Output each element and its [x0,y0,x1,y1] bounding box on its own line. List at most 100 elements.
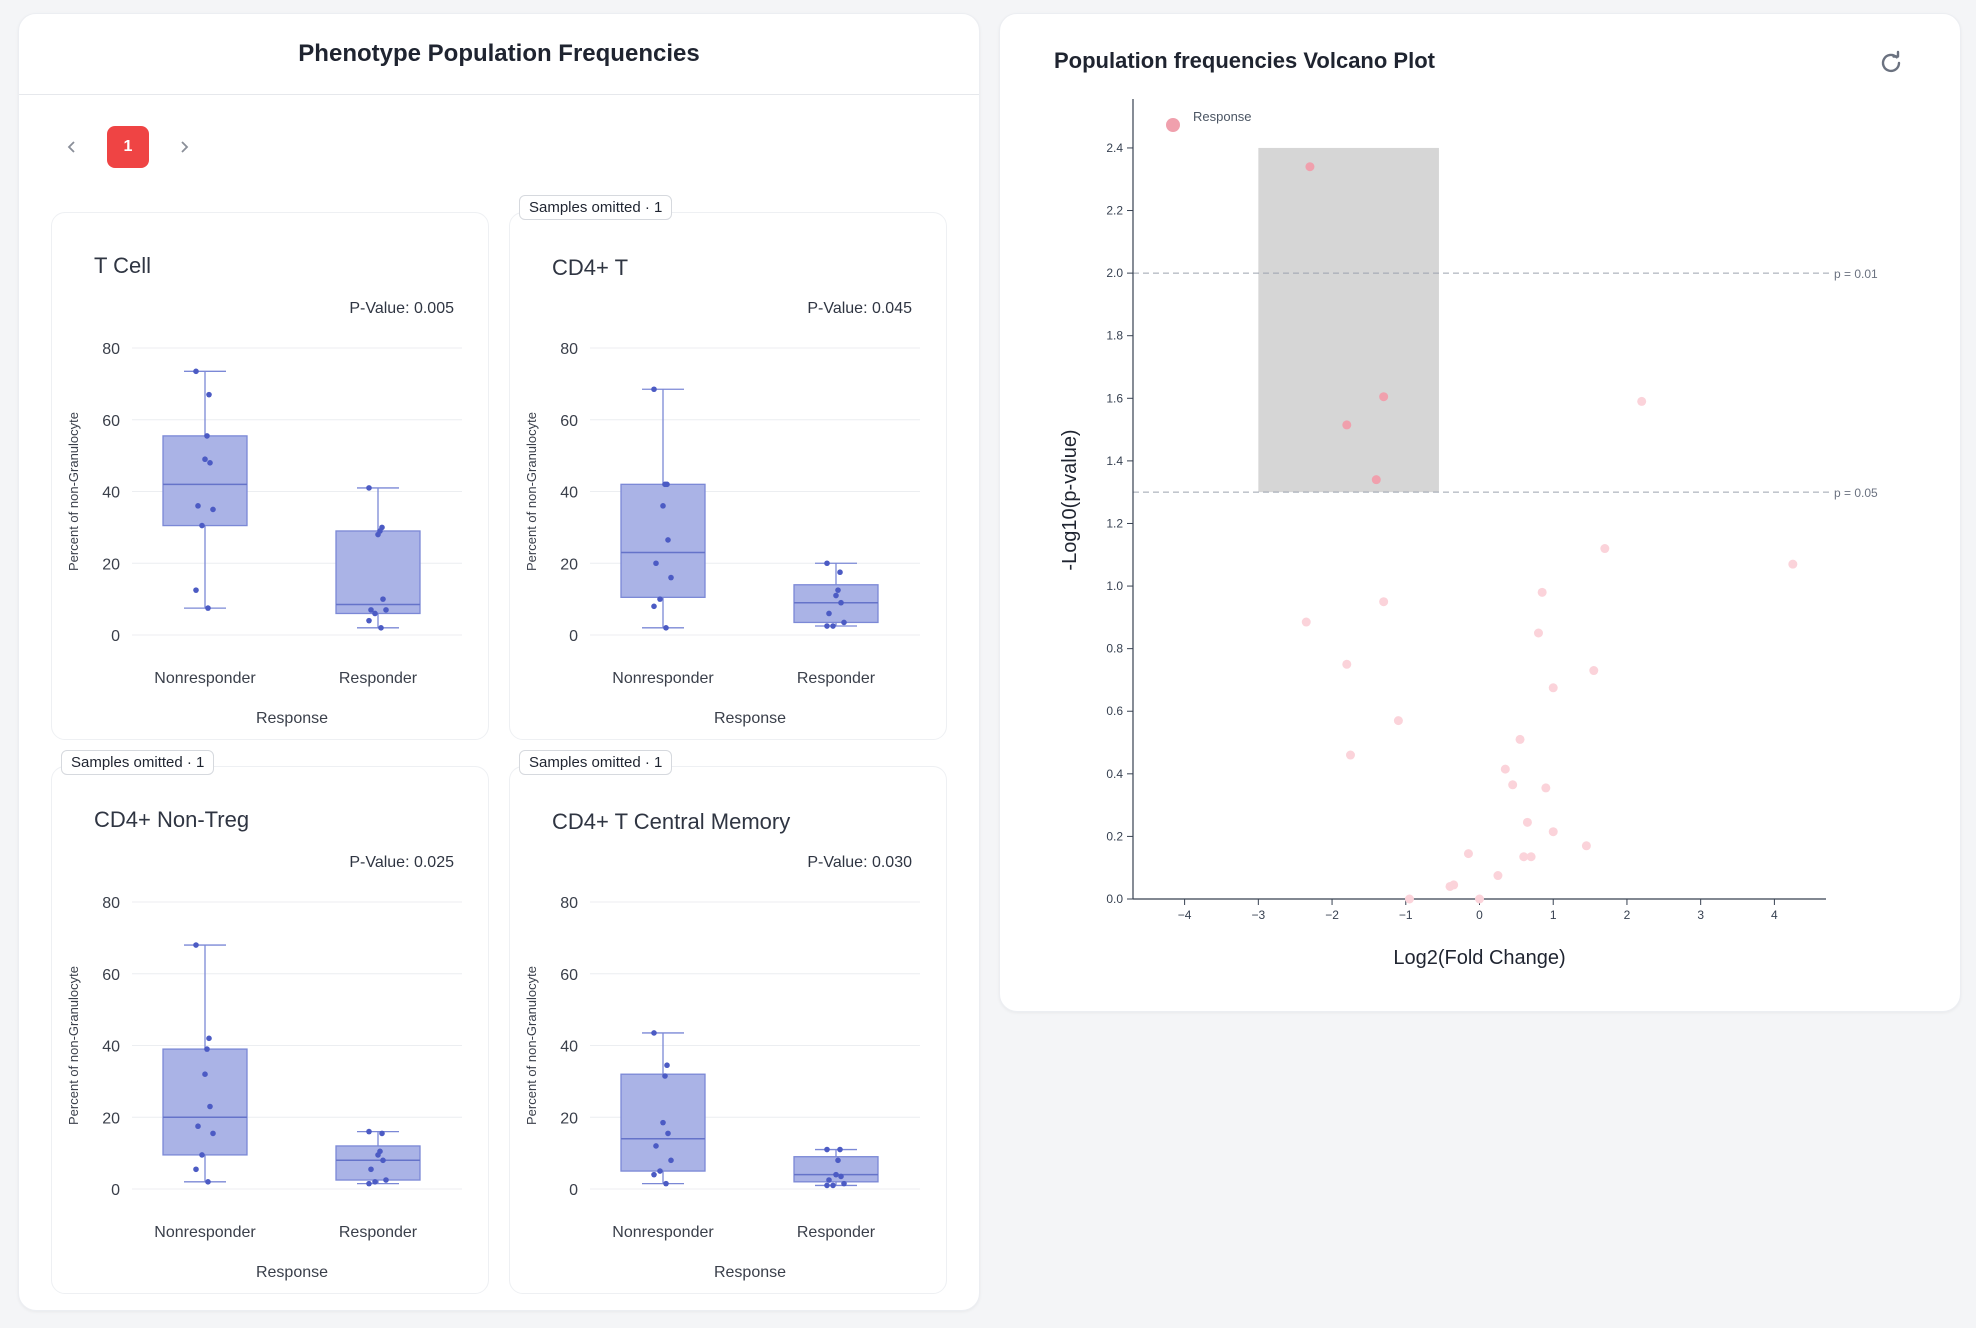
data-point [1788,559,1798,569]
x-axis-label: Log2(Fold Change) [1393,947,1565,969]
data-point [663,625,669,631]
boxplot-chart: 0 20 40 60 80 Percent of non-Granulocyte Respo… [524,895,920,1281]
pagination-prev-button[interactable] [59,134,85,160]
data-point [1404,894,1414,904]
data-point [366,617,372,624]
x-tick-label: Nonresponder [612,670,714,687]
y-tick-label: 20 [560,556,578,573]
data-point [380,596,386,602]
data-point [835,587,841,593]
data-point [664,1062,670,1069]
p-value-label: P-Value: 0.025 [349,854,454,871]
p-value-label: P-Value: 0.005 [349,300,454,317]
boxplot-chart: 0 20 40 60 80 Percent of non-Granulocyte Respo… [66,895,462,1281]
y-tick-label: 1.4 [1106,454,1123,468]
data-point [1600,544,1610,554]
data-point [1393,716,1403,726]
data-point [202,1071,208,1077]
y-tick-label: 60 [560,967,578,984]
y-tick-label: 0 [569,628,578,645]
data-point [207,1103,213,1110]
data-point [195,1123,201,1130]
x-tick-label: −4 [1178,908,1192,922]
samples-omitted-badge: Samples omitted · 1 [519,750,673,775]
box-iqr [335,530,421,615]
data-point [824,1182,830,1189]
data-point [210,1130,216,1137]
data-point [833,592,839,599]
p-value-label: P-Value: 0.045 [807,300,912,317]
significant-data-point [1342,420,1352,430]
data-point [1515,734,1525,744]
threshold-label: p = 0.05 [1834,486,1878,500]
x-tick-label: Nonresponder [612,1224,714,1241]
data-point [653,560,659,567]
panel-title: CD4+ T Central Memory [552,809,791,834]
x-tick-label: 1 [1550,908,1557,922]
data-point [193,1166,199,1173]
data-point [833,1171,839,1178]
data-point [1508,780,1518,790]
x-tick-label: −2 [1325,908,1339,922]
pagination-next-button[interactable] [171,134,197,160]
data-point [378,625,384,631]
data-point [195,503,201,509]
data-point [1342,659,1352,669]
x-tick-label: 2 [1624,908,1631,922]
x-tick-label: −1 [1399,908,1413,922]
data-point [662,1073,668,1079]
volcano-plot: p = 0.01 p = 0.05 0.0 0.2 0.4 0.6 0.8 1.0 1.2 1.4… [1059,99,1878,969]
left-card-title: Phenotype Population Frequencies [298,40,700,67]
data-point [837,1146,843,1153]
data-point [366,1128,372,1135]
data-point [662,481,668,488]
data-point [1463,849,1473,859]
data-point [651,603,657,610]
data-point [824,560,830,567]
data-point [657,1168,663,1174]
refresh-button[interactable] [1876,48,1906,78]
panel-title: T Cell [94,253,152,278]
data-point [199,1152,205,1158]
threshold-label: p = 0.01 [1834,267,1878,281]
x-tick-label: 4 [1771,908,1778,922]
x-axis-label: Response [256,1264,328,1281]
refresh-icon [1881,50,1901,73]
data-point [1345,750,1355,760]
data-point [668,1157,674,1164]
samples-omitted-badge: Samples omitted · 1 [519,195,673,220]
data-point [193,942,199,948]
data-point [1445,881,1455,891]
x-tick-label: Nonresponder [154,1224,256,1241]
y-tick-label: 0 [569,1182,578,1199]
x-tick-label: Responder [797,670,876,687]
y-tick-label: 40 [102,1039,120,1056]
data-point [653,1143,659,1149]
volcano-plot-card: Population frequencies Volcano Plot p = … [999,13,1961,1012]
data-point [651,1171,657,1178]
data-point [668,574,674,581]
data-point [826,1177,832,1183]
y-tick-label: 20 [560,1110,578,1127]
pagination: 1 [59,126,197,168]
data-point [1581,841,1591,851]
data-point [830,623,836,629]
data-point [372,1179,378,1185]
data-point [383,1177,389,1183]
y-tick-label: 1.0 [1106,579,1123,593]
data-point [199,522,205,529]
y-tick-label: 1.8 [1106,329,1123,343]
data-point [651,386,657,393]
y-tick-label: 40 [560,1039,578,1056]
data-point [1548,827,1558,837]
x-tick-label: −3 [1251,908,1265,922]
boxplot-chart: 0 20 40 60 80 Percent of non-Granulocyte Respo… [66,341,462,727]
pagination-page-1[interactable]: 1 [107,126,149,168]
x-tick-label: Responder [797,1224,876,1241]
data-point [383,607,389,613]
samples-omitted-badge: Samples omitted · 1 [61,750,215,775]
data-point [206,391,212,398]
data-point [1301,617,1311,627]
data-point [193,368,199,375]
data-point [375,1152,381,1158]
